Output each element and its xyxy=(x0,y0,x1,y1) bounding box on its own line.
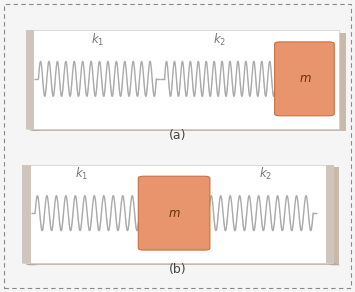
Text: $m$: $m$ xyxy=(299,72,312,85)
Bar xyxy=(22,165,31,263)
Polygon shape xyxy=(22,263,37,265)
Bar xyxy=(26,30,34,128)
Bar xyxy=(32,33,345,131)
Bar xyxy=(26,30,339,128)
Text: $k_2$: $k_2$ xyxy=(213,32,227,48)
FancyBboxPatch shape xyxy=(138,176,210,250)
Bar xyxy=(22,165,333,263)
Bar xyxy=(326,165,334,263)
Bar xyxy=(28,167,339,265)
Text: $k_1$: $k_1$ xyxy=(91,32,104,48)
Text: $k_2$: $k_2$ xyxy=(260,166,273,182)
Polygon shape xyxy=(326,263,340,265)
Text: (a): (a) xyxy=(169,129,186,142)
Polygon shape xyxy=(26,128,40,131)
FancyBboxPatch shape xyxy=(275,42,334,116)
Text: $k_1$: $k_1$ xyxy=(75,166,89,182)
Text: $m$: $m$ xyxy=(168,207,180,220)
Text: (b): (b) xyxy=(169,263,186,276)
